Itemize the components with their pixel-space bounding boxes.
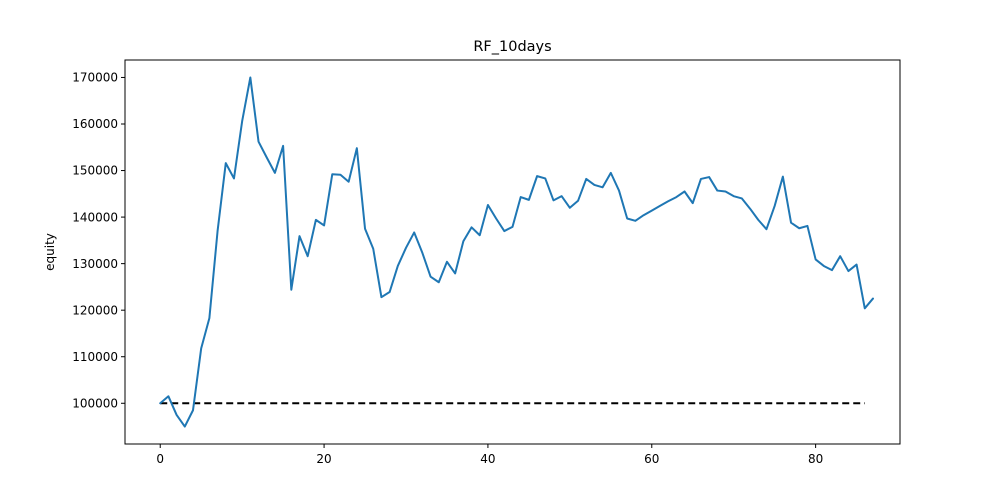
x-tick-label: 0: [156, 452, 164, 466]
series-layer: [159, 76, 874, 428]
y-tick-label: 150000: [72, 164, 118, 178]
x-tick-label: 40: [480, 452, 495, 466]
x-tick-label: 80: [808, 452, 823, 466]
y-tick-label: 170000: [72, 71, 118, 85]
x-axis-ticks: 0 20 40 60 80: [156, 444, 823, 466]
y-axis-label: equity: [43, 233, 57, 271]
x-tick-label: 20: [316, 452, 331, 466]
series-line-equity: [159, 76, 874, 428]
y-tick-label: 130000: [72, 257, 118, 271]
y-tick-label: 110000: [72, 350, 118, 364]
x-tick-label: 60: [644, 452, 659, 466]
y-axis-ticks: 100000 110000 120000 130000 140000 150000 1600…: [72, 71, 125, 410]
y-tick-label: 120000: [72, 303, 118, 317]
y-tick-label: 100000: [72, 396, 118, 410]
y-tick-label: 140000: [72, 210, 118, 224]
chart-title: RF_10days: [473, 39, 551, 55]
plot-frame: [124, 59, 901, 445]
y-tick-label: 160000: [72, 117, 118, 131]
